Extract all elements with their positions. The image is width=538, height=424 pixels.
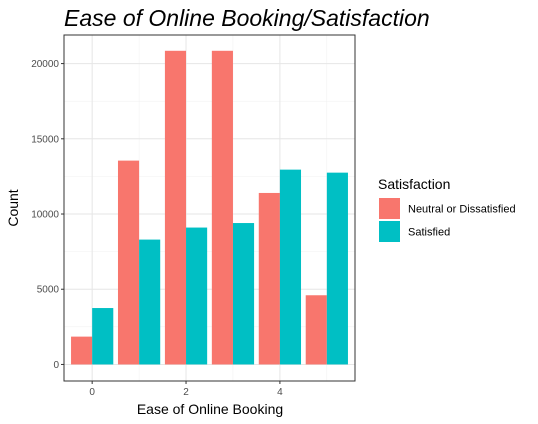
chart-title: Ease of Online Booking/Satisfaction bbox=[64, 5, 430, 31]
y-tick-label: 5000 bbox=[37, 285, 60, 296]
y-tick-label: 0 bbox=[53, 360, 59, 371]
bars bbox=[71, 50, 348, 365]
bar bbox=[164, 50, 187, 365]
y-axis-ticks: 0 5000 10000 15000 20000 bbox=[31, 59, 64, 371]
y-tick-label: 15000 bbox=[31, 134, 59, 145]
x-tick-label: 4 bbox=[277, 387, 283, 398]
bar bbox=[211, 50, 233, 365]
plot-panel bbox=[63, 34, 356, 382]
x-axis-title: Ease of Online Booking bbox=[137, 401, 283, 417]
x-tick-label: 2 bbox=[183, 387, 189, 398]
plot-border bbox=[63, 34, 356, 382]
bar bbox=[232, 223, 255, 365]
bar bbox=[258, 192, 280, 365]
x-axis-ticks: 0 2 4 bbox=[89, 381, 283, 398]
bar bbox=[117, 160, 140, 365]
x-tick-label: 0 bbox=[89, 387, 95, 398]
y-axis-title: Count bbox=[5, 189, 21, 226]
legend-key bbox=[379, 221, 400, 242]
bar bbox=[92, 308, 114, 365]
bar bbox=[71, 336, 93, 365]
bar bbox=[326, 172, 348, 365]
legend-label: Neutral or Dissatisfied bbox=[408, 204, 516, 216]
y-tick-label: 10000 bbox=[31, 210, 59, 221]
legend: Satisfaction Neutral or Dissatisfied Sati… bbox=[378, 176, 516, 242]
y-tick-label: 20000 bbox=[31, 59, 59, 70]
legend-key bbox=[379, 198, 400, 219]
bar bbox=[186, 227, 208, 365]
legend-title: Satisfaction bbox=[378, 176, 450, 192]
legend-label: Satisfied bbox=[408, 227, 450, 239]
bar bbox=[305, 295, 327, 365]
bar bbox=[279, 169, 302, 365]
bar bbox=[139, 239, 161, 365]
